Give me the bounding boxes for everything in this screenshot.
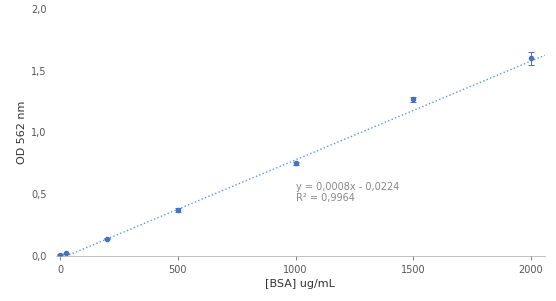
Text: y = 0,0008x - 0,0224
R² = 0,9964: y = 0,0008x - 0,0224 R² = 0,9964 [296, 182, 399, 203]
X-axis label: [BSA] ug/mL: [BSA] ug/mL [265, 279, 335, 289]
Y-axis label: OD 562 nm: OD 562 nm [17, 101, 27, 164]
